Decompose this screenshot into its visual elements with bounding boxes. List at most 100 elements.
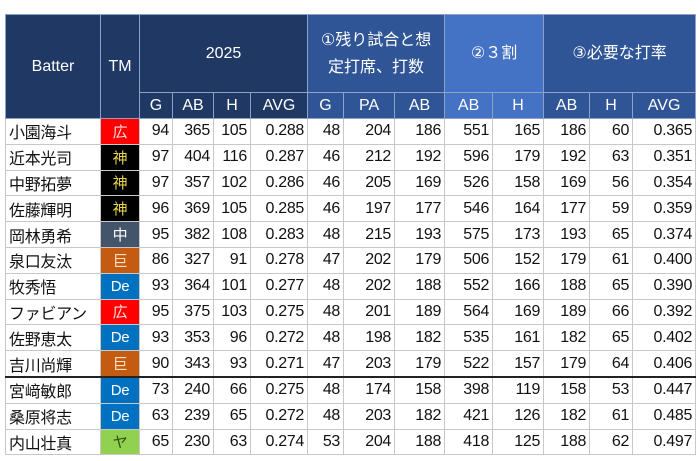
cell-pa: 203 [343, 350, 396, 378]
cell-ab: 552 [444, 272, 494, 300]
cell-h: 66 [213, 375, 251, 404]
cell-avg: 0.277 [249, 272, 309, 300]
team-badge: De [100, 324, 140, 352]
cell-pa: 198 [343, 324, 396, 352]
cell-h: 103 [213, 298, 251, 326]
batter-name: 小園海斗 [5, 118, 101, 145]
cell-ab: 189 [394, 298, 446, 326]
cell-h: 62 [589, 428, 634, 456]
cell-g: 48 [307, 375, 345, 404]
cell-h: 166 [492, 272, 545, 300]
cell-g: 46 [307, 195, 345, 223]
cell-g: 53 [307, 428, 345, 456]
cell-ab: 177 [543, 195, 591, 223]
cell-ab: 375 [172, 298, 214, 326]
cell-ab: 353 [172, 324, 214, 352]
header-batter: Batter [5, 14, 101, 119]
team-badge: 巨 [100, 246, 140, 274]
subheader-h: H [213, 92, 251, 119]
cell-ab: 596 [444, 143, 494, 171]
cell-h: 56 [589, 169, 634, 197]
cell-ab: 382 [172, 221, 214, 248]
cell-avg: 0.272 [249, 324, 309, 352]
cell-avg: 0.288 [249, 118, 309, 145]
cell-ab: 239 [172, 402, 214, 430]
cell-ab: 179 [543, 246, 591, 274]
cell-h: 65 [589, 324, 634, 352]
cell-g: 48 [307, 324, 345, 352]
cell-h: 157 [492, 350, 545, 378]
cell-h: 102 [213, 169, 251, 197]
cell-ab: 182 [543, 402, 591, 430]
cell-g: 97 [139, 143, 173, 171]
cell-h: 108 [213, 221, 251, 248]
cell-ab: 179 [394, 246, 446, 274]
team-badge: 神 [100, 169, 140, 197]
cell-ab: 343 [172, 350, 214, 378]
table-row: 牧秀悟 De 93 364 101 0.277 48 202 188 552 166 188 65 0.3… [5, 272, 697, 300]
cell-ab: 240 [172, 375, 214, 404]
cell-h: 152 [492, 246, 545, 274]
table-row: 中野拓夢神 97 357 102 0.286 46 205 169 526 158 169 56 0.3… [5, 169, 697, 197]
cell-g: 95 [139, 298, 173, 326]
cell-h: 96 [213, 324, 251, 352]
cell-avg: 0.283 [249, 221, 309, 248]
cell-h: 63 [213, 428, 251, 456]
cell-h: 59 [589, 195, 634, 223]
cell-ab: 369 [172, 195, 214, 223]
team-badge: 神 [100, 143, 140, 171]
cell-ab: 179 [543, 350, 591, 378]
cell-h: 65 [213, 402, 251, 430]
subheader-avg: AVG [632, 92, 697, 119]
cell-ab: 327 [172, 246, 214, 274]
cell-ab: 158 [543, 375, 591, 404]
cell-h: 119 [492, 375, 545, 404]
cell-g: 46 [307, 143, 345, 171]
team-badge: De [100, 375, 140, 404]
cell-h: 61 [589, 402, 634, 430]
cell-avg: 0.287 [249, 143, 309, 171]
cell-h: 126 [492, 402, 545, 430]
cell-h: 66 [589, 298, 634, 326]
team-badge: De [100, 272, 140, 300]
cell-avg: 0.447 [632, 375, 697, 404]
cell-ab: 421 [444, 402, 494, 430]
cell-pa: 197 [343, 195, 396, 223]
cell-ab: 188 [543, 272, 591, 300]
table-row: 宮﨑敏郎 De 73 240 66 0.275 48 174 158 398 119 158 53 0.4… [5, 375, 697, 404]
subheader-h: H [589, 92, 634, 119]
cell-ab: 188 [394, 272, 446, 300]
batting-table: Batter TM 2025 ①残り試合と想 定打席、打数 ②３割 ③必要な打率 … [5, 14, 697, 456]
team-badge: 広 [100, 118, 140, 145]
cell-avg: 0.351 [632, 143, 697, 171]
batter-name: 中野拓夢 [5, 169, 101, 197]
cell-avg: 0.400 [632, 246, 697, 274]
cell-ab: 182 [394, 324, 446, 352]
cell-g: 97 [139, 169, 173, 197]
table-row: 岡林勇希中 95 382 108 0.283 48 215 193 575 173 193 65 0.3… [5, 221, 697, 248]
cell-avg: 0.275 [249, 375, 309, 404]
cell-g: 47 [307, 246, 345, 274]
cell-ab: 182 [543, 324, 591, 352]
cell-h: 116 [213, 143, 251, 171]
header-2025: 2025 [138, 14, 309, 93]
table-row: ファビアン広 95 375 103 0.275 48 201 189 564 169 189 66 0.… [5, 298, 697, 326]
cell-pa: 215 [343, 221, 396, 248]
cell-pa: 201 [343, 298, 396, 326]
cell-g: 96 [139, 195, 173, 223]
subheader-avg: AVG [249, 92, 309, 119]
cell-ab: 357 [172, 169, 214, 197]
cell-avg: 0.485 [632, 402, 697, 430]
cell-ab: 526 [444, 169, 494, 197]
cell-avg: 0.374 [632, 221, 697, 248]
cell-avg: 0.497 [632, 428, 697, 456]
team-badge: 神 [100, 195, 140, 223]
cell-pa: 204 [343, 118, 396, 145]
cell-avg: 0.275 [249, 298, 309, 326]
subheader-g: G [307, 92, 345, 119]
cell-avg: 0.278 [249, 246, 309, 274]
batter-name: 吉川尚輝 [5, 350, 101, 378]
cell-h: 93 [213, 350, 251, 378]
cell-g: 90 [139, 350, 173, 378]
batter-name: 桑原将志 [5, 402, 101, 430]
